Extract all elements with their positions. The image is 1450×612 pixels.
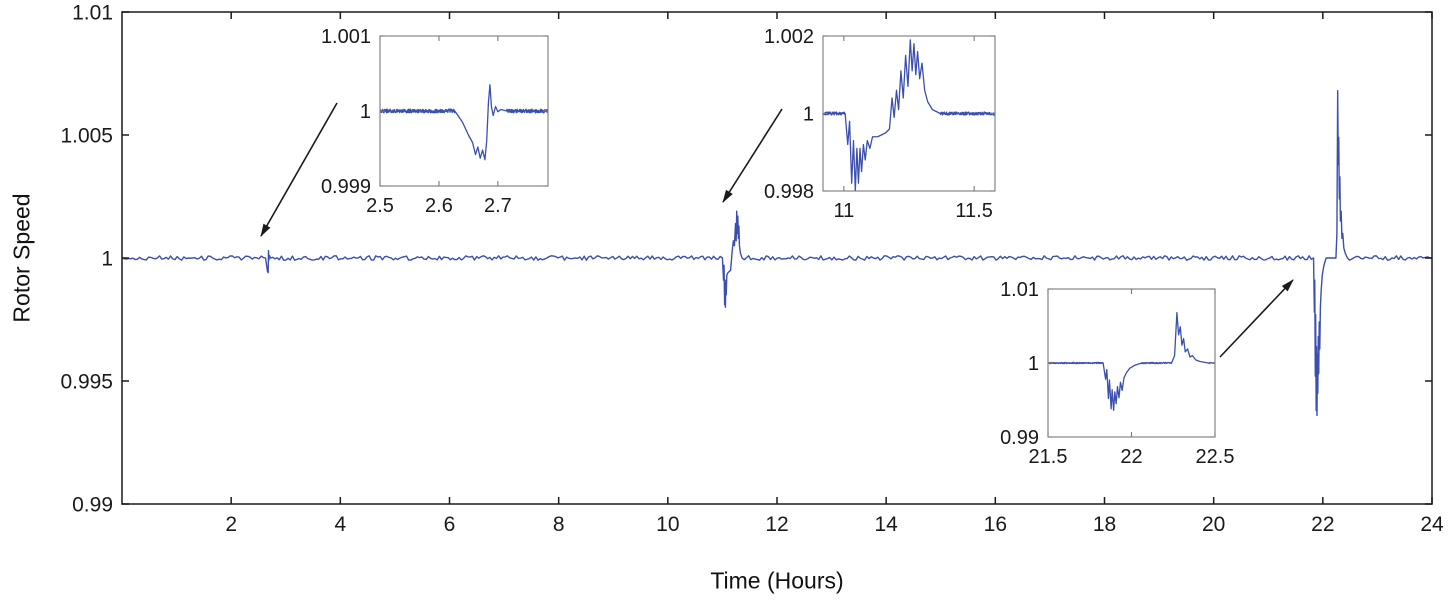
main-plot-ytick-label: 1.005 — [60, 124, 113, 147]
inset-event-11-ytick-label: 0.998 — [764, 181, 814, 203]
inset-event-22-xtick-label: 22 — [1120, 446, 1142, 468]
main-plot-xtick-label: 14 — [874, 513, 898, 536]
inset-event-22: 21.5 22 22.5 0.99 1 1.01 — [1000, 279, 1234, 468]
inset-event-2p7: 2.5 2.6 2.7 0.999 1 1.001 — [321, 26, 549, 217]
y-axis-label: Rotor Speed — [8, 193, 35, 323]
main-plot-xtick-label: 10 — [656, 513, 679, 536]
main-plot-ytick-label: 0.99 — [72, 493, 113, 516]
main-plot-xtick-label: 8 — [553, 513, 565, 536]
main-plot-ytick-label: 1.01 — [72, 1, 113, 24]
inset-event-11-series-line — [823, 39, 995, 191]
inset-event-22-xtick-label: 22.5 — [1196, 446, 1235, 468]
inset-event-2p7-xtick-label: 2.5 — [366, 195, 394, 217]
x-axis-label: Time (Hours) — [710, 567, 844, 594]
annotation-arrow-3 — [1219, 279, 1294, 358]
inset-event-2p7-ytick-label: 0.999 — [321, 176, 371, 198]
main-plot-xtick-label: 2 — [225, 513, 237, 536]
inset-event-22-series-line — [1048, 312, 1215, 412]
inset-event-2p7-ytick-label: 1.001 — [321, 26, 371, 48]
inset-event-2p7-series-line — [380, 84, 548, 161]
inset-event-11: 11 11.5 0.998 1 1.002 — [764, 26, 996, 222]
main-plot-xtick-label: 4 — [334, 513, 346, 536]
main-plot-xtick-label: 6 — [444, 513, 456, 536]
inset-event-11-xtick-label: 11 — [833, 200, 854, 222]
main-plot-ytick-label: 0.995 — [60, 370, 113, 393]
main-plot-series-line — [122, 90, 1432, 417]
inset-event-11-ytick-label: 1.002 — [764, 26, 814, 48]
main-plot-xtick-label: 12 — [765, 513, 788, 536]
main-plot-xtick-label: 18 — [1093, 513, 1116, 536]
inset-event-22-xtick-label: 21.5 — [1029, 446, 1068, 468]
main-plot-ytick-label: 1 — [101, 247, 113, 270]
inset-event-22-ytick-label: 0.99 — [1000, 427, 1039, 449]
main-plot-xtick-label: 20 — [1202, 513, 1225, 536]
inset-event-22-ytick-label: 1.01 — [1000, 279, 1039, 301]
annotation-arrow-2 — [722, 108, 783, 203]
inset-event-2p7-ytick-label: 1 — [360, 101, 371, 123]
inset-event-22-ytick-label: 1 — [1028, 353, 1039, 375]
inset-event-2p7-xtick-label: 2.6 — [425, 195, 453, 217]
main-plot-xtick-label: 16 — [984, 513, 1007, 536]
inset-event-11-ytick-label: 1 — [803, 104, 814, 126]
main-plot-xtick-label: 22 — [1311, 513, 1334, 536]
annotation-arrow-1 — [260, 102, 338, 237]
inset-event-11-xtick-label: 11.5 — [955, 200, 992, 222]
inset-event-2p7-xtick-label: 2.7 — [484, 195, 512, 217]
main-plot-xtick-label: 24 — [1420, 513, 1444, 536]
